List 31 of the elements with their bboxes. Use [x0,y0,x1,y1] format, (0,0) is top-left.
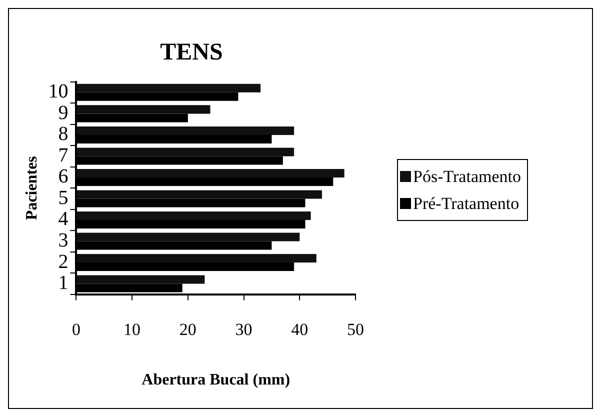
bar [76,254,316,263]
bar [76,232,300,242]
bar [76,190,322,199]
y-tick-label: 10 [48,80,68,103]
x-tick-label: 50 [347,320,364,340]
legend-label: Pós-Tratamento [413,166,521,188]
bar [76,275,205,284]
y-axis-title: Pacientes [24,156,41,220]
y-tick-label: 8 [58,123,68,146]
chart-title: TENS [160,40,223,66]
x-axis-title: Abertura Bucal (mm) [142,372,290,389]
y-tick-label: 5 [58,186,68,209]
x-tick-label: 40 [291,320,308,340]
x-tick-label: 30 [235,320,252,340]
y-tick-label: 3 [58,230,68,252]
legend-label: Pré-Tratamento [413,193,520,215]
x-tick-label: 0 [72,320,80,340]
y-tick-label: 9 [58,102,68,124]
bar [76,126,294,135]
y-tick-label: 7 [58,144,68,166]
bar [76,168,344,178]
y-tick-label: 6 [58,166,68,188]
y-tick-label: 2 [58,250,68,273]
y-tick-label: 1 [58,272,68,294]
bar [76,84,261,92]
bar [76,105,210,114]
y-tick-label: 4 [58,208,68,230]
bar [76,148,294,156]
bar [76,211,311,220]
x-tick-label: 10 [124,320,141,340]
x-tick-label: 20 [179,320,196,340]
